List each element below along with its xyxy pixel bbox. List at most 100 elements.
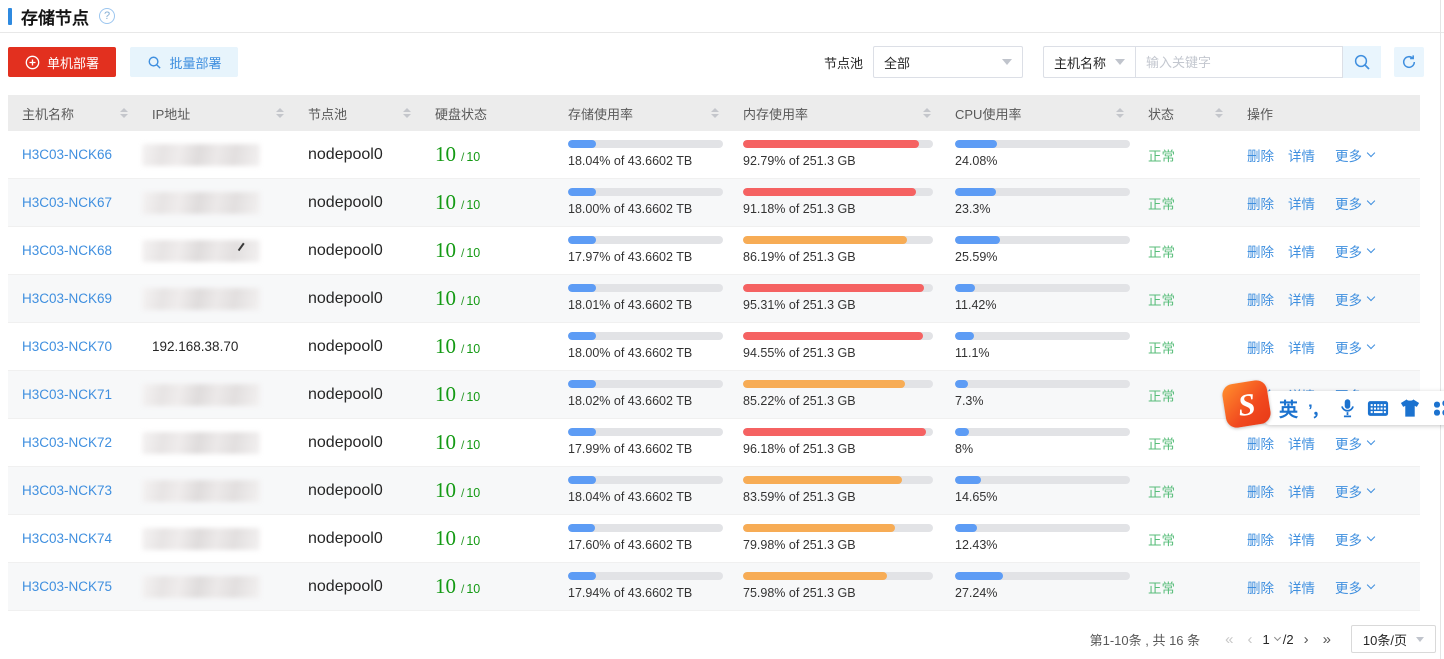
host-link[interactable]: H3C03-NCK66: [22, 147, 113, 162]
delete-link[interactable]: 删除: [1247, 484, 1274, 500]
page-size-value: 10条/页: [1362, 632, 1407, 648]
node-pool-select[interactable]: 全部: [873, 46, 1023, 78]
column-header-memory[interactable]: 内存使用率: [743, 95, 955, 131]
column-header-host[interactable]: 主机名称: [8, 95, 152, 131]
sort-icon[interactable]: [711, 108, 719, 118]
usage-bar-track: [568, 140, 723, 148]
usage-label: 17.97% of 43.6602 TB: [568, 250, 693, 264]
detail-link[interactable]: 详情: [1288, 196, 1315, 212]
delete-link[interactable]: 删除: [1247, 340, 1274, 356]
host-link[interactable]: H3C03-NCK69: [22, 291, 113, 306]
delete-link[interactable]: 删除: [1247, 292, 1274, 308]
detail-link[interactable]: 详情: [1288, 292, 1315, 308]
usage-label: 92.79% of 251.3 GB: [743, 154, 856, 168]
chevron-down-icon: [1002, 59, 1012, 65]
toolbox-grid-icon[interactable]: [1431, 398, 1444, 418]
more-label: 更多: [1335, 292, 1362, 308]
page-size-select[interactable]: 10条/页: [1350, 625, 1436, 653]
more-label: 更多: [1335, 244, 1362, 260]
detail-link[interactable]: 详情: [1288, 484, 1315, 500]
ime-language-mode-button[interactable]: 英: [1279, 399, 1299, 421]
ime-punctuation-button[interactable]: ’，: [1308, 400, 1329, 420]
column-header-status[interactable]: 状态: [1148, 95, 1247, 131]
chevron-down-icon: [1366, 580, 1376, 590]
help-icon[interactable]: ?: [99, 8, 115, 24]
current-page-value: 1: [1262, 631, 1270, 647]
usage-label: 85.22% of 251.3 GB: [743, 394, 856, 408]
sort-icon[interactable]: [1116, 108, 1124, 118]
status-text: 正常: [1148, 580, 1175, 596]
delete-link[interactable]: 删除: [1247, 196, 1274, 212]
column-header-pool[interactable]: 节点池: [308, 95, 435, 131]
search-field-select[interactable]: 主机名称: [1043, 46, 1135, 78]
search-button[interactable]: [1343, 46, 1381, 78]
last-page-button[interactable]: »: [1322, 630, 1331, 648]
detail-link[interactable]: 详情: [1288, 244, 1315, 260]
refresh-button[interactable]: [1394, 47, 1424, 77]
row-actions: 删除 详情 更多: [1247, 275, 1420, 322]
disk-separator: /: [461, 533, 465, 548]
more-link[interactable]: 更多: [1335, 529, 1376, 549]
batch-deploy-button[interactable]: 批量部署: [130, 47, 239, 77]
skin-shirt-icon[interactable]: [1399, 398, 1421, 418]
disk-separator: /: [461, 389, 465, 404]
sogou-logo[interactable]: S: [1220, 378, 1273, 430]
usage-bar-track: [568, 476, 723, 484]
column-header-cpu[interactable]: CPU使用率: [955, 95, 1148, 131]
table-row: H3C03-NCK67 nodepool0 10 / 10 18.00% of …: [8, 179, 1420, 227]
host-link[interactable]: H3C03-NCK74: [22, 531, 113, 546]
single-deploy-button[interactable]: 单机部署: [8, 47, 117, 77]
detail-link[interactable]: 详情: [1288, 580, 1315, 596]
more-label: 更多: [1335, 532, 1362, 548]
redaction-blur: [142, 431, 260, 454]
row-actions: 删除 详情 更多: [1247, 419, 1420, 466]
host-link[interactable]: H3C03-NCK68: [22, 243, 113, 258]
sort-icon[interactable]: [403, 108, 411, 118]
more-link[interactable]: 更多: [1335, 241, 1376, 261]
host-link[interactable]: H3C03-NCK72: [22, 435, 113, 450]
more-link[interactable]: 更多: [1335, 433, 1376, 453]
detail-link[interactable]: 详情: [1288, 148, 1315, 164]
more-link[interactable]: 更多: [1335, 577, 1376, 597]
virtual-keyboard-icon[interactable]: [1367, 400, 1389, 417]
column-header-storage[interactable]: 存储使用率: [568, 95, 743, 131]
column-header-ip[interactable]: IP地址: [152, 95, 308, 131]
sort-icon[interactable]: [276, 108, 284, 118]
delete-link[interactable]: 删除: [1247, 244, 1274, 260]
delete-link[interactable]: 删除: [1247, 532, 1274, 548]
host-link[interactable]: H3C03-NCK71: [22, 387, 113, 402]
detail-link[interactable]: 详情: [1288, 436, 1315, 452]
more-link[interactable]: 更多: [1335, 193, 1376, 213]
prev-page-button[interactable]: ‹: [1247, 630, 1253, 648]
host-link[interactable]: H3C03-NCK70: [22, 339, 113, 354]
microphone-icon[interactable]: [1338, 397, 1357, 419]
sort-icon[interactable]: [1215, 108, 1223, 118]
usage-bar-fill: [743, 236, 907, 244]
sort-icon[interactable]: [923, 108, 931, 118]
usage-bar-fill: [743, 428, 926, 436]
more-link[interactable]: 更多: [1335, 145, 1376, 165]
detail-link[interactable]: 详情: [1288, 532, 1315, 548]
host-link[interactable]: H3C03-NCK73: [22, 483, 113, 498]
disk-total-count: 10: [466, 581, 481, 596]
usage-bar-track: [743, 380, 933, 388]
usage-bar-fill: [955, 380, 968, 388]
current-page-select[interactable]: 1: [1262, 631, 1281, 647]
row-actions: 删除 详情 更多: [1247, 227, 1420, 274]
more-link[interactable]: 更多: [1335, 337, 1376, 357]
table-row: H3C03-NCK66 nodepool0 10 / 10 18.04% of …: [8, 131, 1420, 179]
detail-link[interactable]: 详情: [1288, 340, 1315, 356]
first-page-button[interactable]: «: [1225, 630, 1234, 648]
delete-link[interactable]: 删除: [1247, 148, 1274, 164]
next-page-button[interactable]: ›: [1303, 630, 1309, 648]
row-actions: 删除 详情 更多: [1247, 515, 1420, 562]
usage-bar-track: [743, 428, 933, 436]
host-link[interactable]: H3C03-NCK67: [22, 195, 113, 210]
more-link[interactable]: 更多: [1335, 289, 1376, 309]
host-link[interactable]: H3C03-NCK75: [22, 579, 113, 594]
sort-icon[interactable]: [120, 108, 128, 118]
delete-link[interactable]: 删除: [1247, 436, 1274, 452]
more-link[interactable]: 更多: [1335, 481, 1376, 501]
delete-link[interactable]: 删除: [1247, 580, 1274, 596]
search-input[interactable]: [1135, 46, 1343, 78]
